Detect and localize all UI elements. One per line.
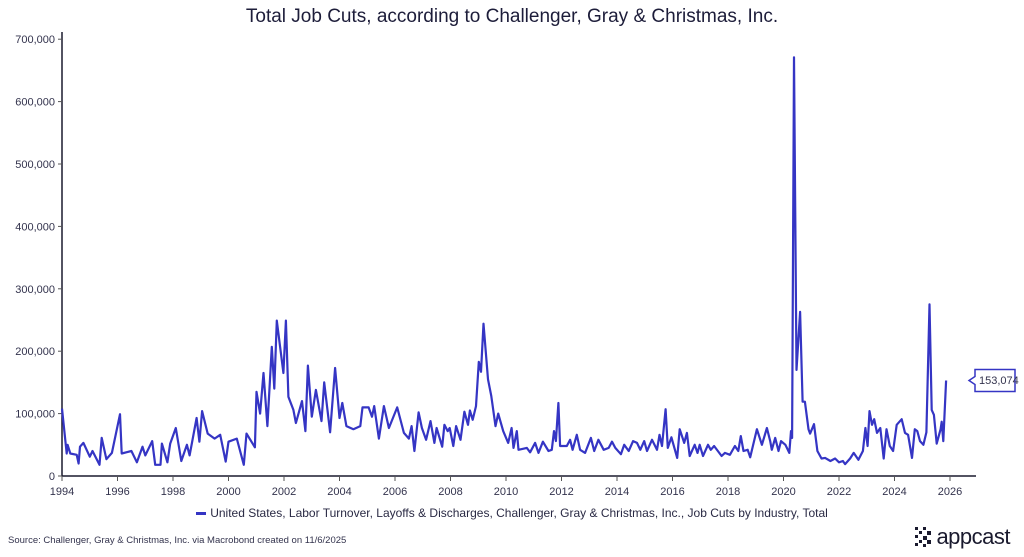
last-value-callout: 153,074 [967, 368, 1019, 393]
chart-title: Total Job Cuts, according to Challenger,… [245, 6, 779, 27]
y-tick-label: 700,000 [15, 34, 55, 46]
x-tick-label: 1996 [105, 486, 129, 498]
y-tick-label: 100,000 [15, 409, 55, 421]
x-tick-label: 2022 [827, 486, 851, 498]
x-tick-label: 2018 [716, 486, 740, 498]
x-tick-label: 2016 [660, 486, 684, 498]
x-tick-label: 2004 [327, 486, 351, 498]
y-tick-label: 600,000 [15, 97, 55, 109]
x-tick-label: 2006 [383, 486, 407, 498]
line-chart: 0 100,000 200,000 300,000 400,000 500,000 600,… [15, 32, 1019, 498]
y-tick-label: 0 [49, 471, 55, 483]
x-tick-label: 1994 [50, 486, 74, 498]
x-tick-label: 2024 [882, 486, 906, 498]
x-tick-label: 2012 [549, 486, 573, 498]
x-tick-label: 2000 [216, 486, 240, 498]
source-note: Source: Challenger, Gray & Christmas, In… [8, 535, 347, 546]
x-tick-label: 2020 [771, 486, 795, 498]
x-tick-label: 2026 [938, 486, 962, 498]
x-tick-label: 2002 [272, 486, 296, 498]
last-value-box [967, 368, 1016, 393]
appcast-logo: appcast [914, 524, 1010, 550]
legend-label: United States, Labor Turnover, Layoffs &… [210, 506, 828, 520]
y-tick-label: 300,000 [15, 284, 55, 296]
logo-text: appcast [936, 524, 1010, 549]
legend-swatch [196, 512, 207, 516]
axes [58, 32, 976, 481]
y-tick-label: 500,000 [15, 159, 55, 171]
x-tick-label: 2010 [494, 486, 518, 498]
y-tick-label: 200,000 [15, 346, 55, 358]
series-line-job-cuts [60, 56, 948, 466]
y-tick-label: 400,000 [15, 221, 55, 233]
appcast-dots-icon [915, 527, 932, 547]
last-value-label: 153,074 [979, 375, 1019, 387]
tick-labels: 0 100,000 200,000 300,000 400,000 500,000 600,… [15, 34, 962, 498]
x-tick-label: 2008 [438, 486, 462, 498]
x-tick-label: 1998 [161, 486, 185, 498]
x-tick-label: 2014 [605, 486, 629, 498]
legend: United States, Labor Turnover, Layoffs &… [0, 506, 1024, 520]
